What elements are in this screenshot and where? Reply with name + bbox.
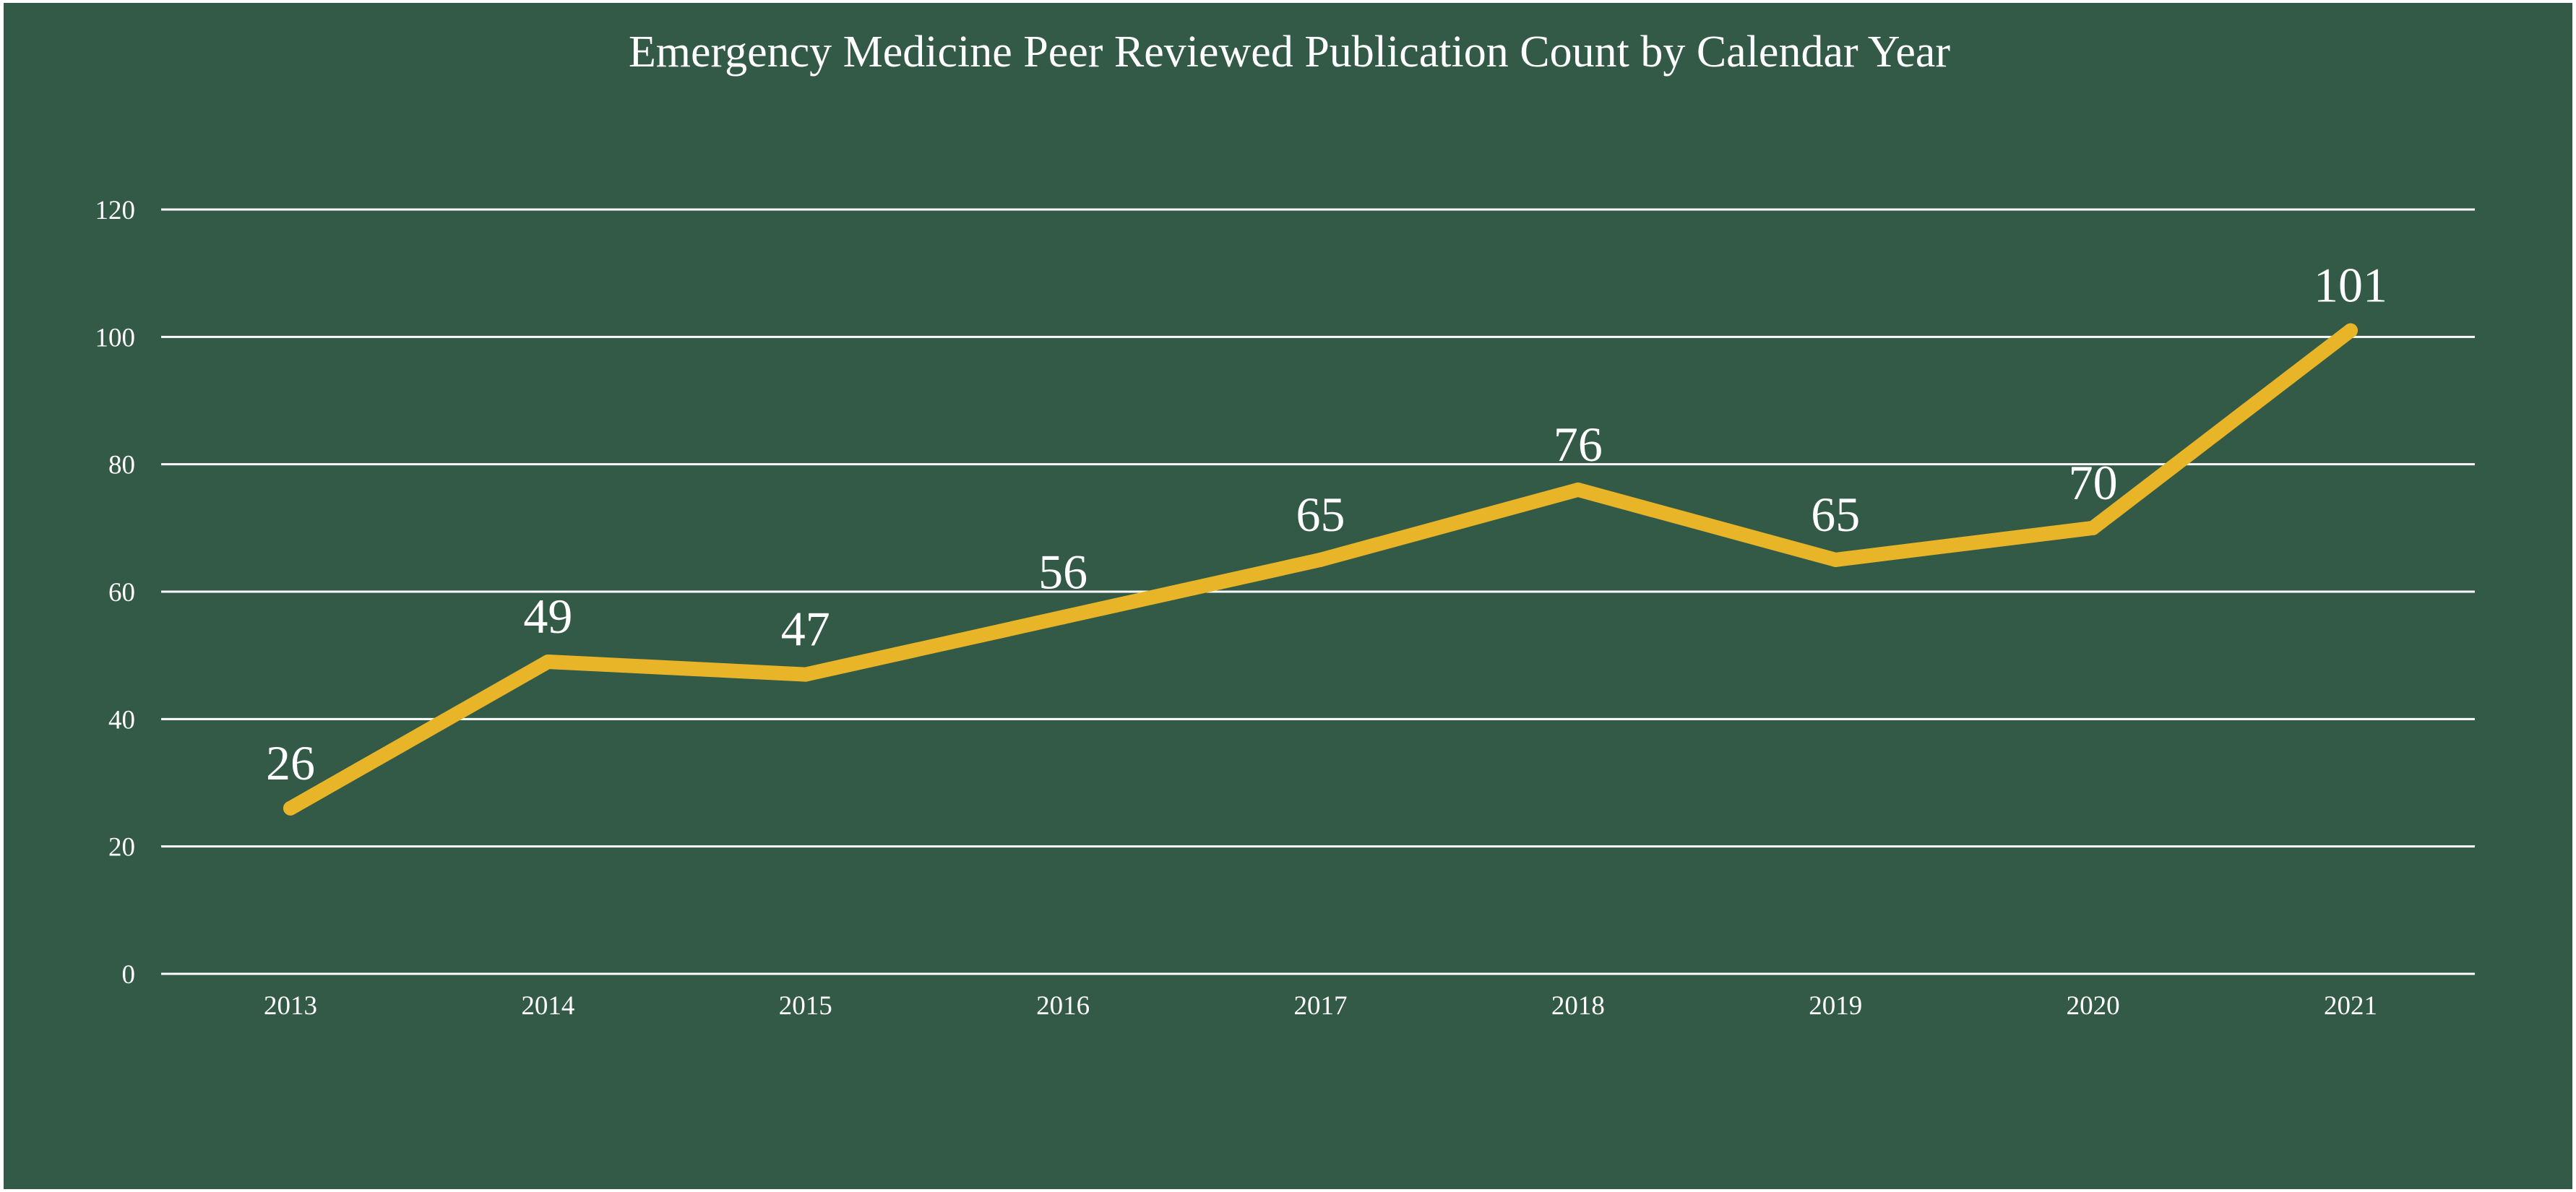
series-line [283,323,2358,816]
x-tick-label-2014: 2014 [521,991,574,1021]
chart-title: Emergency Medicine Peer Reviewed Publica… [629,27,1950,77]
data-labels: 26 49 47 56 65 76 65 70 101 [266,258,2387,790]
data-label-2019: 65 [1811,487,1860,542]
data-point-2020 [2085,520,2101,535]
data-label-2018: 76 [1554,417,1603,472]
x-tick-label-2015: 2015 [779,991,832,1021]
data-label-2020: 70 [2069,455,2118,510]
data-point-2017 [1313,552,1328,567]
x-tick-label-2020: 2020 [2067,991,2120,1021]
y-axis: 0 20 40 60 80 100 120 [95,196,136,990]
data-point-2014 [540,654,556,669]
data-label-2013: 26 [266,735,315,790]
series-publications [283,323,2358,816]
x-tick-label-2021: 2021 [2324,991,2377,1021]
line-chart: Emergency Medicine Peer Reviewed Publica… [95,27,2475,1021]
data-point-2021 [2343,323,2358,338]
x-tick-label-2019: 2019 [1809,991,1862,1021]
x-tick-label-2018: 2018 [1551,991,1605,1021]
y-tick-label-0: 0 [122,960,136,990]
y-tick-label-20: 20 [108,833,135,863]
data-label-2017: 65 [1296,487,1345,542]
data-point-2016 [1056,610,1071,625]
y-tick-label-40: 40 [108,705,135,735]
y-tick-label-80: 80 [108,451,135,480]
data-label-2016: 56 [1038,544,1087,599]
data-point-2018 [1570,482,1585,497]
x-axis: 2013 2014 2015 2016 2017 2018 2019 2020 2021 [264,991,2377,1021]
x-tick-label-2013: 2013 [264,991,317,1021]
x-tick-label-2017: 2017 [1294,991,1348,1021]
y-tick-label-60: 60 [108,578,135,608]
data-label-2021: 101 [2314,258,2387,313]
y-tick-label-120: 120 [95,196,136,225]
x-tick-label-2016: 2016 [1036,991,1090,1021]
data-point-2015 [798,667,813,682]
gridlines [161,208,2475,975]
chart-area: Emergency Medicine Peer Reviewed Publica… [4,3,2572,1189]
data-point-2013 [283,800,298,816]
y-tick-label-100: 100 [95,323,136,353]
data-point-2019 [1828,552,1843,567]
data-label-2015: 47 [781,602,830,657]
data-label-2014: 49 [523,589,572,644]
